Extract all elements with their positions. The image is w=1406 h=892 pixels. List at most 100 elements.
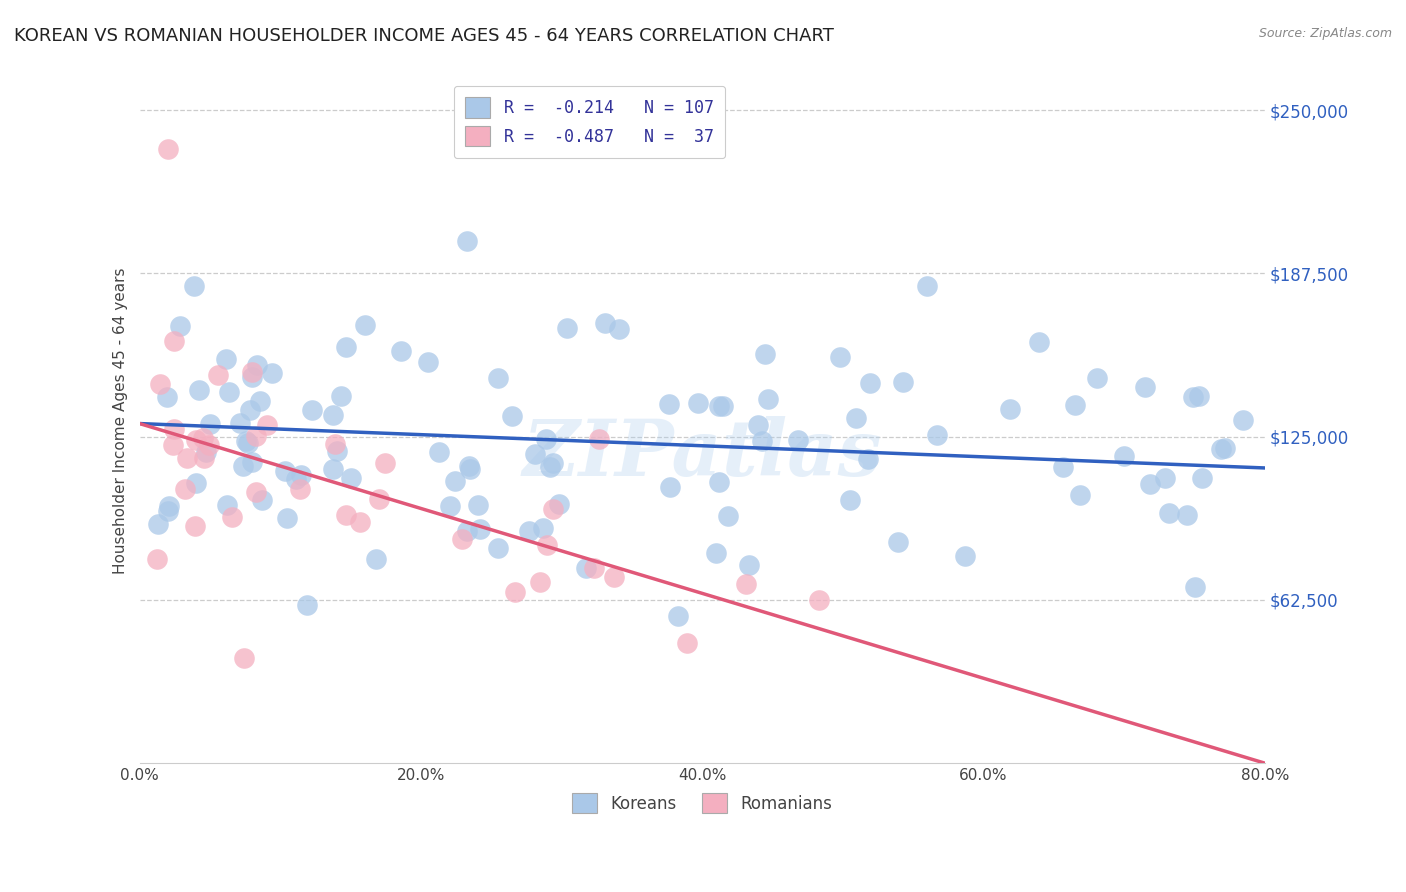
Point bbox=[666, 609, 689, 624]
Point bbox=[191, 431, 214, 445]
Point bbox=[717, 509, 740, 524]
Point bbox=[200, 417, 222, 431]
Point bbox=[1209, 442, 1232, 456]
Point bbox=[366, 552, 388, 566]
Point bbox=[1085, 371, 1108, 385]
Point bbox=[246, 358, 269, 372]
Point bbox=[274, 464, 297, 478]
Point bbox=[374, 457, 396, 471]
Point bbox=[229, 416, 252, 430]
Point bbox=[260, 367, 283, 381]
Point bbox=[859, 376, 882, 390]
Point bbox=[235, 434, 257, 448]
Point bbox=[149, 376, 172, 391]
Y-axis label: Householder Income Ages 45 - 64 years: Householder Income Ages 45 - 64 years bbox=[114, 267, 128, 574]
Point bbox=[239, 403, 262, 417]
Point bbox=[326, 443, 349, 458]
Point bbox=[517, 524, 540, 539]
Point bbox=[176, 451, 198, 466]
Point bbox=[184, 475, 207, 490]
Point bbox=[747, 418, 769, 433]
Point bbox=[845, 410, 868, 425]
Point bbox=[290, 482, 312, 496]
Point bbox=[290, 467, 312, 482]
Point bbox=[529, 575, 551, 590]
Point bbox=[214, 352, 236, 367]
Point bbox=[1182, 391, 1205, 405]
Point bbox=[245, 485, 267, 500]
Point bbox=[711, 399, 734, 413]
Point bbox=[1154, 470, 1177, 484]
Point bbox=[751, 434, 773, 448]
Point bbox=[340, 471, 363, 485]
Point bbox=[1052, 460, 1074, 475]
Point bbox=[354, 318, 377, 332]
Point bbox=[157, 499, 180, 513]
Point bbox=[198, 438, 221, 452]
Point bbox=[456, 234, 478, 248]
Point bbox=[886, 534, 908, 549]
Point bbox=[686, 396, 709, 410]
Point bbox=[467, 499, 489, 513]
Point bbox=[707, 399, 730, 413]
Point bbox=[169, 318, 191, 333]
Point bbox=[249, 393, 271, 408]
Point bbox=[335, 508, 357, 522]
Point bbox=[443, 474, 465, 488]
Point bbox=[891, 375, 914, 389]
Point bbox=[221, 510, 243, 524]
Point bbox=[1213, 441, 1236, 455]
Point bbox=[787, 433, 810, 447]
Point bbox=[236, 436, 259, 450]
Point bbox=[218, 384, 240, 399]
Point bbox=[538, 460, 561, 475]
Point bbox=[323, 437, 346, 451]
Point bbox=[427, 445, 450, 459]
Point bbox=[389, 343, 412, 358]
Point bbox=[536, 538, 558, 552]
Point bbox=[295, 599, 318, 613]
Point bbox=[582, 561, 605, 575]
Point bbox=[658, 396, 681, 410]
Point bbox=[456, 524, 478, 539]
Point bbox=[285, 472, 308, 486]
Point bbox=[418, 355, 440, 369]
Point bbox=[1188, 389, 1211, 403]
Point bbox=[240, 455, 263, 469]
Point bbox=[184, 519, 207, 533]
Point bbox=[807, 593, 830, 607]
Point bbox=[1112, 449, 1135, 463]
Point bbox=[1064, 398, 1087, 412]
Point bbox=[503, 584, 526, 599]
Legend: Koreans, Romanians: Koreans, Romanians bbox=[562, 783, 842, 823]
Point bbox=[830, 350, 852, 364]
Point bbox=[1000, 401, 1022, 416]
Point bbox=[734, 577, 756, 591]
Point bbox=[233, 650, 256, 665]
Point bbox=[676, 636, 699, 650]
Point bbox=[215, 498, 238, 512]
Point bbox=[838, 493, 860, 508]
Point bbox=[301, 403, 323, 417]
Point bbox=[458, 458, 481, 473]
Point bbox=[754, 347, 776, 361]
Point bbox=[156, 504, 179, 518]
Text: Source: ZipAtlas.com: Source: ZipAtlas.com bbox=[1258, 27, 1392, 40]
Text: KOREAN VS ROMANIAN HOUSEHOLDER INCOME AGES 45 - 64 YEARS CORRELATION CHART: KOREAN VS ROMANIAN HOUSEHOLDER INCOME AG… bbox=[14, 27, 834, 45]
Point bbox=[704, 546, 727, 560]
Point bbox=[451, 533, 474, 547]
Point bbox=[1175, 508, 1198, 522]
Point bbox=[322, 408, 344, 422]
Point bbox=[240, 370, 263, 384]
Point bbox=[439, 499, 461, 513]
Point bbox=[240, 365, 263, 379]
Point bbox=[737, 558, 759, 572]
Point bbox=[329, 389, 352, 403]
Point bbox=[163, 334, 186, 349]
Point bbox=[536, 433, 558, 447]
Point bbox=[543, 502, 565, 516]
Point bbox=[245, 429, 267, 443]
Point bbox=[858, 452, 880, 467]
Point bbox=[174, 482, 197, 496]
Point bbox=[953, 549, 976, 563]
